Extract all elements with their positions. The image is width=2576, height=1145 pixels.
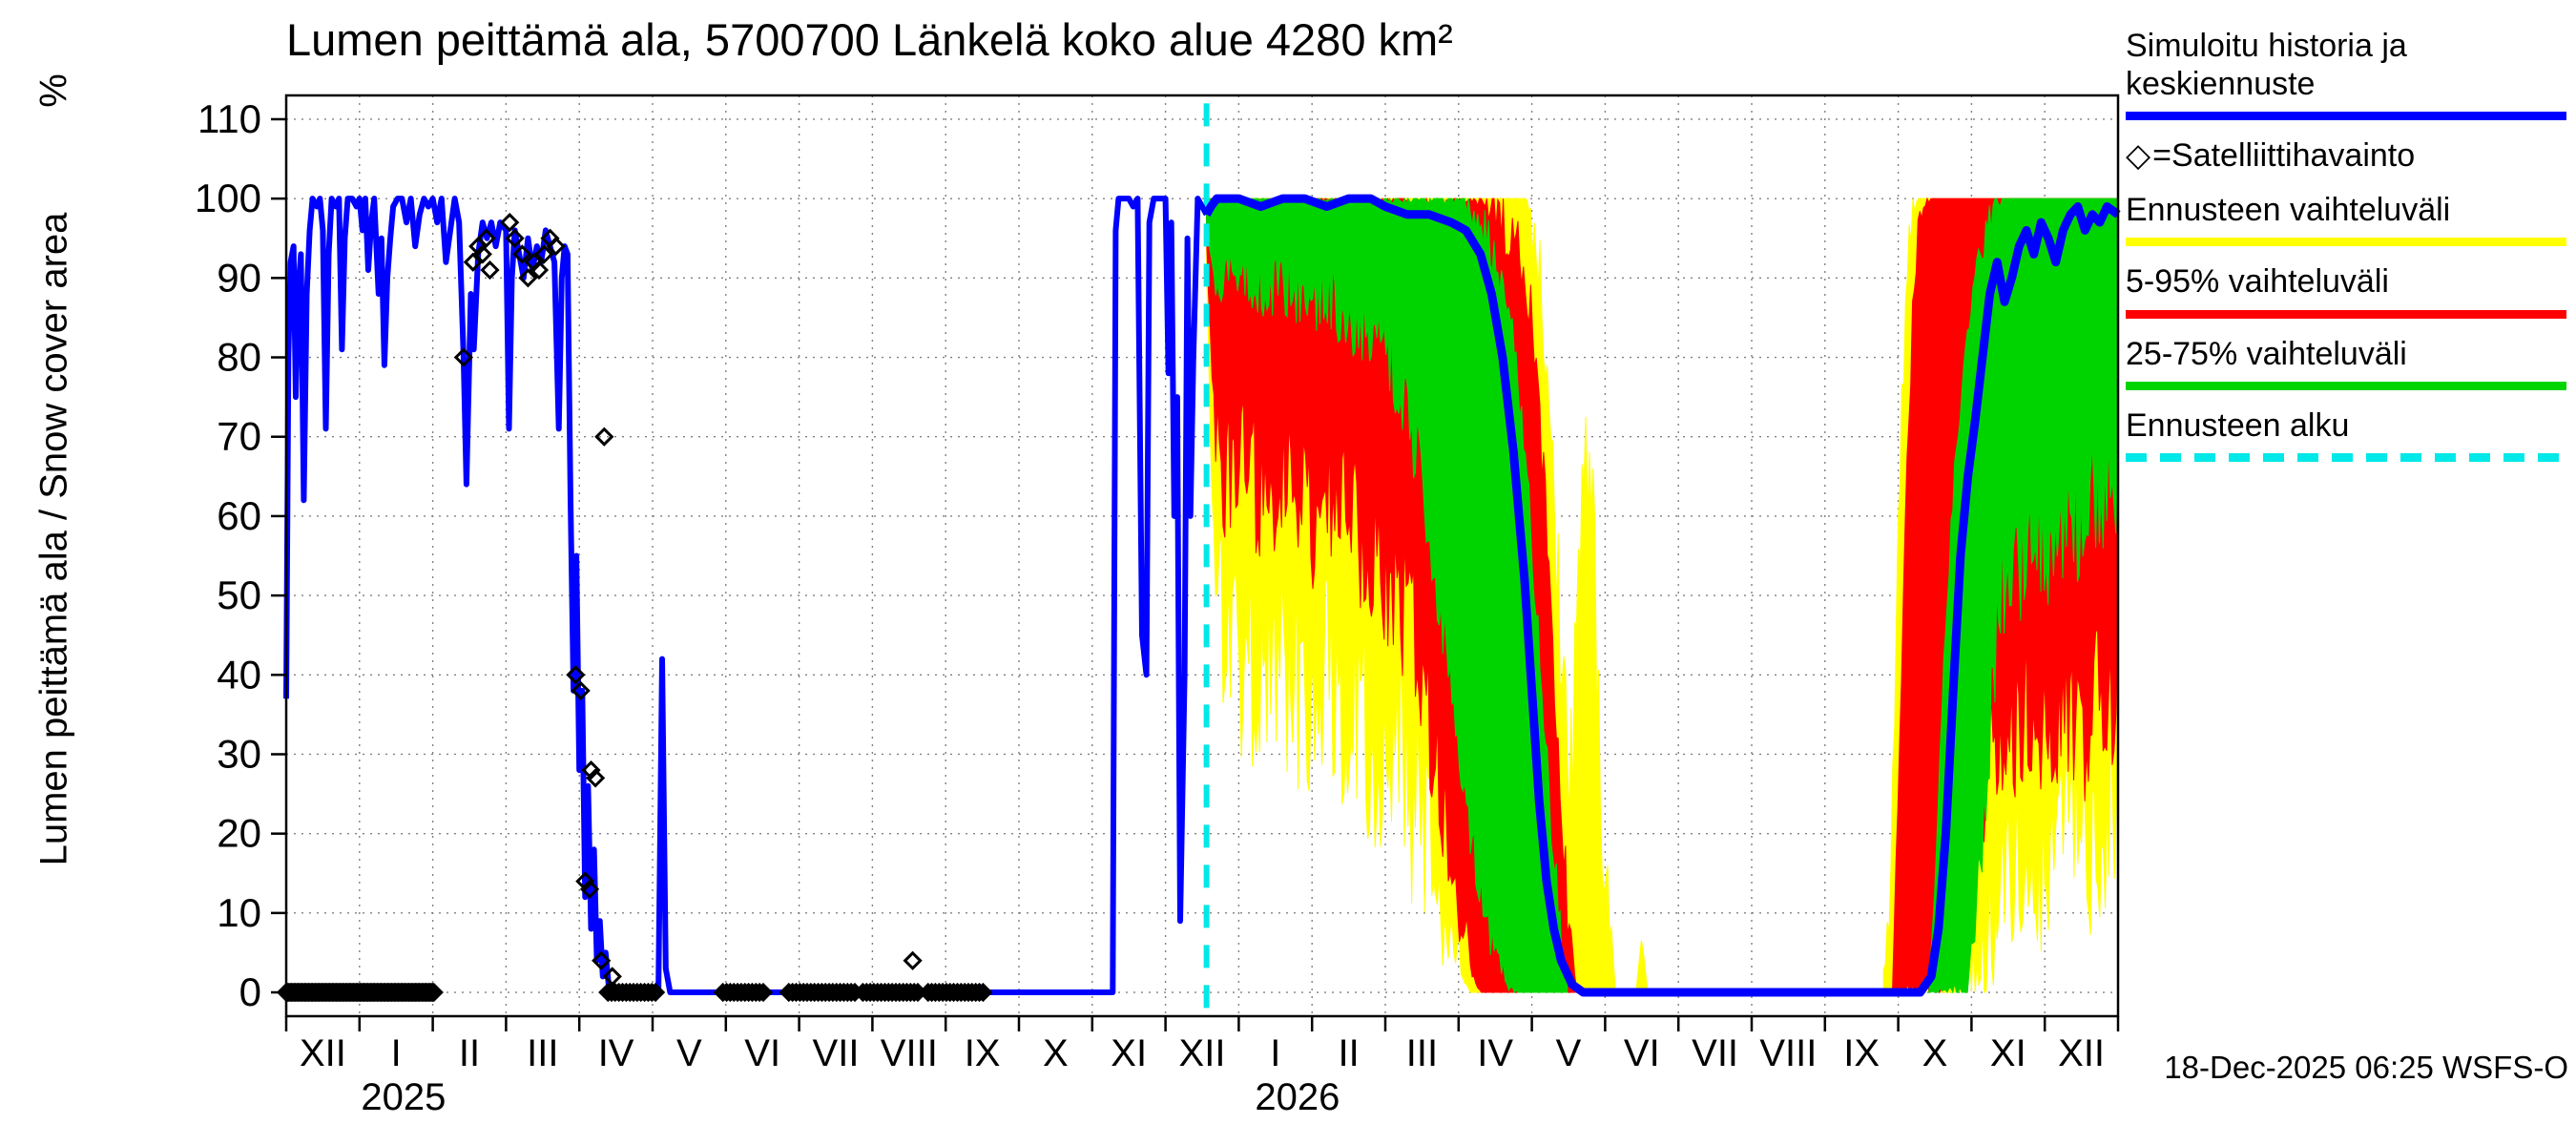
band-full-range-blip [1635, 940, 1650, 993]
legend-label-range-25-75: 25-75% vaihteluväli [2126, 335, 2407, 372]
month-label: XI [1990, 1032, 2026, 1074]
month-label: III [527, 1032, 558, 1074]
month-label: XII [300, 1032, 346, 1074]
month-label: I [1270, 1032, 1280, 1074]
month-label: VII [1692, 1032, 1738, 1074]
month-label: VIII [881, 1032, 938, 1074]
y-tick-label: 0 [239, 969, 261, 1014]
legend: Simuloitu historia ja keskiennuste ◇=Sate… [2126, 27, 2566, 478]
legend-item-range-25-75: 25-75% vaihteluväli [2126, 335, 2566, 390]
y-tick-label: 90 [217, 255, 261, 300]
legend-swatch-forecast-start [2126, 452, 2566, 462]
legend-label-forecast-start: Ennusteen alku [2126, 406, 2350, 444]
legend-item-forecast-start: Ennusteen alku [2126, 406, 2566, 462]
y-tick-label: 40 [217, 652, 261, 697]
legend-swatch-forecast-range [2126, 238, 2566, 247]
forecast-median-line [1202, 194, 2121, 997]
month-label: II [459, 1032, 480, 1074]
year-label: 2025 [361, 1076, 446, 1118]
month-label: IX [965, 1032, 1001, 1074]
month-label: V [676, 1032, 702, 1074]
y-axis-label: Lumen peittämä ala / Snow cover area [32, 212, 75, 866]
month-label: IV [598, 1032, 634, 1074]
month-label: II [1338, 1032, 1359, 1074]
month-label: XII [1179, 1032, 1226, 1074]
month-label: VII [813, 1032, 860, 1074]
y-axis-unit: % [32, 73, 75, 108]
legend-item-simulated-history: Simuloitu historia ja keskiennuste [2126, 27, 2566, 121]
legend-item-satellite-observation: ◇=Satelliittihavainto [2126, 136, 2566, 175]
y-tick-label: 100 [195, 176, 261, 220]
month-label: IX [1843, 1032, 1880, 1074]
month-label: IV [1477, 1032, 1513, 1074]
month-label: XI [1111, 1032, 1147, 1074]
satellite-diamond-icon: ◇ [2126, 137, 2151, 175]
month-label: VI [744, 1032, 780, 1074]
month-label: VI [1624, 1032, 1660, 1074]
month-label: X [1922, 1032, 1948, 1074]
y-tick-label: 70 [217, 414, 261, 459]
y-tick-label: 110 [197, 96, 261, 141]
month-label: XII [2058, 1032, 2105, 1074]
month-label: X [1043, 1032, 1069, 1074]
legend-label-range-5-95: 5-95% vaihteluväli [2126, 263, 2389, 301]
legend-swatch-range-5-95 [2126, 309, 2566, 319]
plot-frame [284, 94, 2120, 1018]
legend-label-simulated-history: Simuloitu historia ja keskiennuste [2126, 28, 2407, 103]
chart-title: Lumen peittämä ala, 5700700 Länkelä koko… [286, 14, 1453, 65]
y-tick-label: 10 [217, 890, 261, 935]
legend-swatch-range-25-75 [2126, 381, 2566, 390]
month-label: VIII [1759, 1032, 1817, 1074]
month-label: V [1556, 1032, 1582, 1074]
legend-item-forecast-range: Ennusteen vaihteluväli [2126, 191, 2566, 247]
month-label: I [391, 1032, 402, 1074]
legend-item-range-5-95: 5-95% vaihteluväli [2126, 262, 2566, 319]
legend-label-forecast-range: Ennusteen vaihteluväli [2126, 192, 2451, 229]
y-tick-label: 30 [217, 731, 261, 776]
year-label: 2026 [1255, 1076, 1340, 1118]
y-tick-label: 50 [217, 572, 261, 617]
y-tick-label: 20 [217, 811, 261, 856]
satellite-observations [276, 212, 993, 1003]
month-label: III [1406, 1032, 1438, 1074]
legend-swatch-simulated-history [2126, 112, 2566, 121]
y-tick-label: 60 [217, 493, 261, 538]
band-25-75-melt [1206, 197, 1568, 993]
timestamp: 18-Dec-2025 06:25 WSFS-O [2164, 1050, 2568, 1085]
legend-label-satellite-observation: ◇=Satelliittihavainto [2126, 137, 2416, 175]
y-tick-label: 80 [217, 335, 261, 380]
